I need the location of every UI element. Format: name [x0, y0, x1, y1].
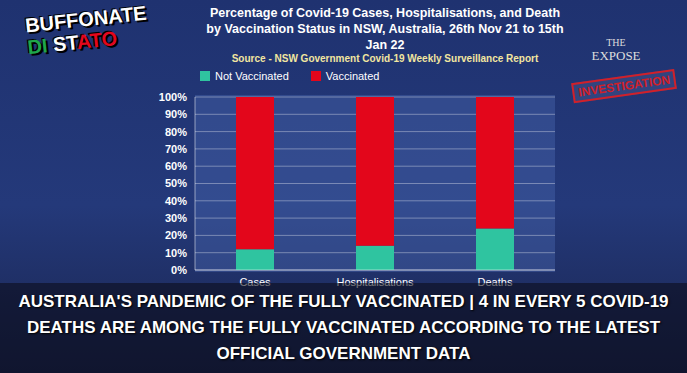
html-text:EXPOSE: EXPOSE [591, 48, 641, 63]
svg-text:20%: 20% [165, 229, 187, 241]
svg-text:100%: 100% [159, 91, 187, 103]
html-text:Vaccinated: Vaccinated [325, 70, 380, 82]
svg-text:Cases: Cases [239, 275, 271, 288]
html-text:ST: ST [46, 31, 78, 57]
svg-text:60%: 60% [165, 160, 187, 172]
html-text:Not Vaccinated: Not Vaccinated [215, 70, 289, 82]
svg-text:Hospitalisations: Hospitalisations [336, 275, 414, 288]
svg-text:90%: 90% [165, 108, 187, 120]
html-text:THE: THE [606, 37, 626, 48]
html-text:Percentage of Covid-19 Cases,: Percentage of Covid-19 Cases, Hospitalis… [206, 6, 564, 52]
svg-text:10%: 10% [165, 247, 187, 259]
html-text:DI: DI [26, 34, 49, 59]
html-text:Source - NSW Government Covid-: Source - NSW Government Covid-19 Weekly … [231, 53, 539, 64]
html-text:ATO: ATO [75, 27, 119, 54]
html-text:BUFFONATE: BUFFONATE [24, 1, 148, 37]
html-text:INVESTIGATION: INVESTIGATION [577, 72, 671, 100]
svg-text:Deaths: Deaths [477, 275, 513, 288]
svg-text:40%: 40% [165, 195, 187, 207]
svg-text:70%: 70% [165, 143, 187, 155]
html-text:AUSTRALIA'S PANDEMIC OF THE FU: AUSTRALIA'S PANDEMIC OF THE FULLY VACCIN… [18, 292, 669, 363]
svg-text:0%: 0% [171, 264, 187, 276]
svg-text:30%: 30% [165, 212, 187, 224]
svg-text:50%: 50% [165, 177, 187, 189]
svg-text:80%: 80% [165, 126, 187, 138]
